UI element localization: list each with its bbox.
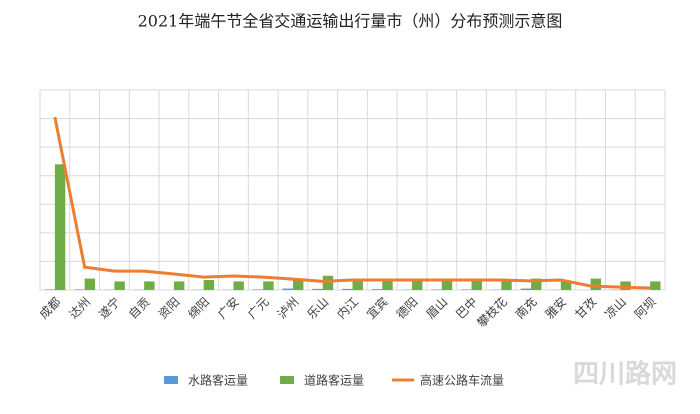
x-tick-label: 成都 bbox=[37, 295, 64, 322]
x-tick-label: 达州 bbox=[66, 295, 93, 322]
bar bbox=[521, 289, 531, 290]
bar bbox=[283, 289, 293, 290]
bar bbox=[204, 280, 214, 290]
chart-title: 2021年端午节全省交通运输出行量市（州）分布预测示意图 bbox=[138, 12, 563, 31]
x-tick-label: 攀枝花 bbox=[474, 294, 510, 330]
line bbox=[55, 117, 650, 288]
bar bbox=[55, 164, 65, 290]
bar bbox=[44, 289, 54, 290]
bar bbox=[74, 289, 84, 290]
bar bbox=[253, 289, 263, 290]
legend-label: 道路客运量 bbox=[304, 373, 364, 388]
bar bbox=[431, 289, 441, 290]
x-tick-label: 雅安 bbox=[542, 294, 570, 322]
bar bbox=[263, 281, 273, 290]
x-tick-label: 甘孜 bbox=[572, 295, 599, 322]
x-tick-label: 阿坝 bbox=[632, 295, 659, 322]
legend-label: 水路客运量 bbox=[188, 373, 248, 388]
x-tick-label: 凉山 bbox=[601, 294, 629, 322]
x-tick-label: 广安 bbox=[214, 294, 242, 322]
bar bbox=[174, 281, 184, 290]
x-tick-label: 德阳 bbox=[393, 294, 421, 322]
bar bbox=[650, 281, 660, 290]
legend-label: 高速公路车流量 bbox=[420, 373, 504, 388]
x-tick-label: 遂宁 bbox=[95, 294, 123, 322]
x-tick-label: 宜宾 bbox=[363, 294, 391, 322]
bar bbox=[293, 280, 303, 290]
bar bbox=[461, 289, 471, 290]
x-tick-label: 泸州 bbox=[275, 295, 302, 322]
x-tick-label: 南充 bbox=[512, 294, 540, 322]
x-tick-label: 乐山 bbox=[304, 295, 331, 322]
bar bbox=[85, 279, 95, 290]
bar bbox=[382, 281, 392, 290]
x-tick-label: 资阳 bbox=[156, 295, 183, 322]
x-tick-label: 绵阳 bbox=[185, 295, 212, 322]
bar bbox=[323, 276, 333, 290]
bar bbox=[591, 279, 601, 290]
bar bbox=[372, 289, 382, 290]
x-tick-label: 广元 bbox=[245, 295, 272, 322]
bar bbox=[144, 281, 154, 290]
bar bbox=[233, 281, 243, 290]
bar bbox=[312, 289, 322, 290]
x-tick-label: 自贡 bbox=[126, 295, 153, 322]
bar bbox=[114, 281, 124, 290]
legend-key bbox=[164, 376, 178, 384]
legend-key bbox=[280, 376, 294, 384]
x-tick-label: 内江 bbox=[334, 295, 361, 322]
x-tick-label: 眉山 bbox=[424, 295, 451, 322]
bar bbox=[342, 289, 352, 290]
watermark: 四川路网 bbox=[573, 359, 677, 390]
